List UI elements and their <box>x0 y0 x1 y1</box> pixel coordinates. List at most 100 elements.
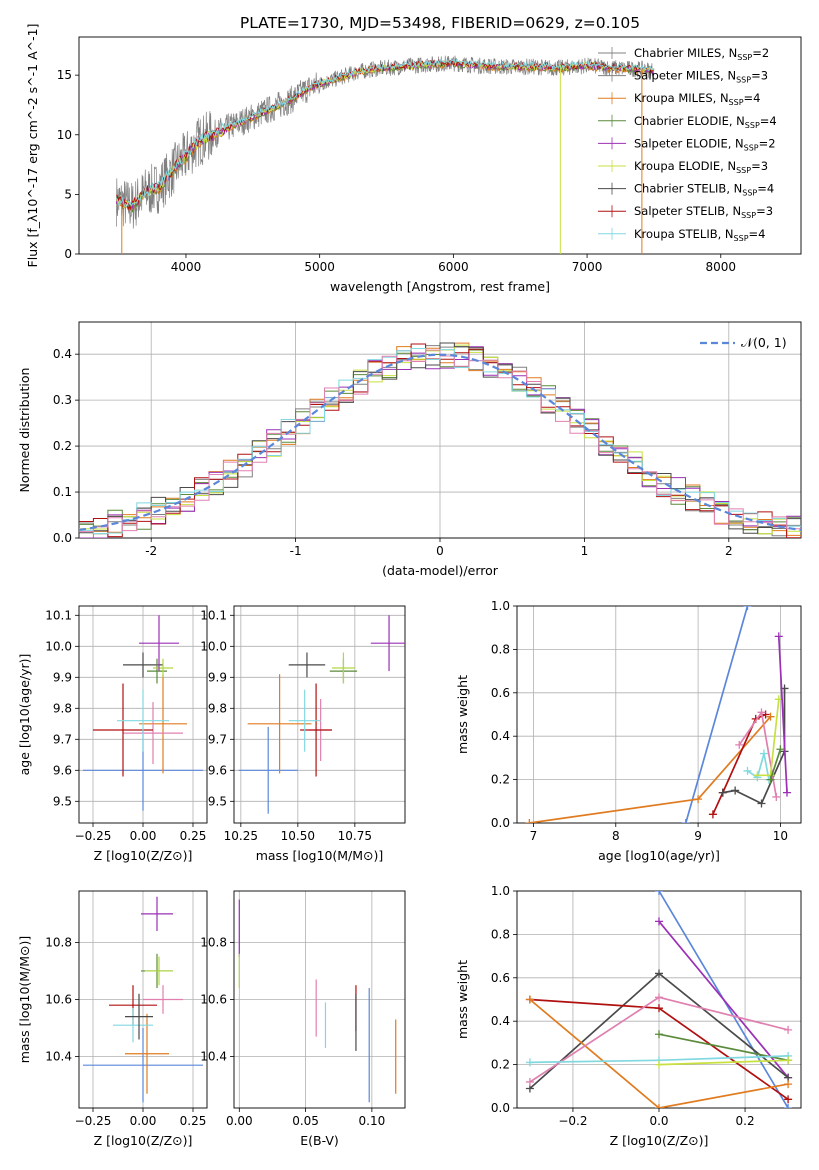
y-tick-label: 0.8 <box>491 642 510 656</box>
y-tick-label: 1.0 <box>491 884 510 898</box>
y-tick-label: 9.5 <box>208 794 227 808</box>
data-point <box>525 1058 534 1067</box>
data-point <box>761 710 770 719</box>
x-tick-label: 0.0 <box>649 1114 668 1128</box>
figure-title: PLATE=1730, MJD=53498, FIBERID=0629, z=0… <box>240 14 640 32</box>
y-tick-label: 10.0 <box>45 639 72 653</box>
series-line <box>747 753 770 780</box>
x-tick-label: 10 <box>773 829 788 843</box>
data-point <box>784 1056 793 1065</box>
x-tick-label: 0.00 <box>130 1114 157 1128</box>
y-tick-label: 0.6 <box>491 971 510 985</box>
y-tick-label: 10.1 <box>45 608 72 622</box>
data-point <box>655 891 663 895</box>
x-tick-label: −0.25 <box>75 1114 112 1128</box>
x-tick-label: 0.25 <box>180 829 207 843</box>
series-line <box>712 713 766 815</box>
series-line <box>115 58 654 208</box>
y-axis-label: mass [log10(M/M⊙)] <box>17 936 32 1064</box>
y-axis-label: age [log10(age/yr)] <box>17 654 32 776</box>
x-tick-label: 0.2 <box>736 1114 755 1128</box>
data-point <box>753 771 762 780</box>
panel-spectrum: 4000 5000 6000 7000 8000 0 5 10 15 wavelength [An… <box>25 24 802 294</box>
x-axis-label: mass [log10(M/M⊙)] <box>256 848 384 863</box>
series-line <box>115 59 654 209</box>
data-point <box>759 749 768 758</box>
data-point <box>757 799 766 808</box>
series-line <box>658 1059 789 1066</box>
data-point <box>731 786 740 795</box>
y-axis-label: mass weight <box>455 675 470 754</box>
series-line <box>529 716 772 823</box>
plot-area <box>238 615 405 814</box>
y-tick-label: 10 <box>57 128 72 142</box>
x-tick-label: 9 <box>694 829 702 843</box>
y-axis-label: mass weight <box>455 960 470 1039</box>
legend-label: Salpeter MILES, NSSP=3 <box>634 69 768 85</box>
y-tick-label: 9.6 <box>53 763 72 777</box>
x-tick-label: 7 <box>530 829 538 843</box>
x-tick-label: 8 <box>612 829 620 843</box>
legend-label: 𝒩(0, 1) <box>741 335 787 350</box>
x-tick-label: -1 <box>290 544 302 558</box>
data-point <box>655 917 663 926</box>
x-tick-label: 0 <box>436 544 444 558</box>
x-axis-label: E(B-V) <box>300 1133 339 1148</box>
y-tick-label: 0.0 <box>53 531 72 545</box>
panel-age-vs-Z: −0.25 0.00 0.25 9.5 9.6 9.7 9.8 9.9 10.0 10.1 Z [l… <box>17 605 208 863</box>
x-tick-label: 6000 <box>438 260 469 274</box>
y-tick-label: 0.4 <box>491 1014 510 1028</box>
series-line <box>116 59 654 209</box>
x-axis-label: (data-model)/error <box>382 563 499 578</box>
data-point <box>772 792 781 801</box>
y-tick-label: 0.4 <box>53 347 72 361</box>
panel-mass-vs-EBV: 0.00 0.05 0.10 10.4 10.6 10.8 E(B-V) <box>200 890 406 1148</box>
legend-label: Salpeter STELIB, NSSP=3 <box>634 204 773 220</box>
y-tick-label: 5 <box>64 187 72 201</box>
x-tick-label: 7000 <box>572 260 603 274</box>
y-tick-label: 0.1 <box>53 485 72 499</box>
y-tick-label: 9.9 <box>208 670 227 684</box>
data-point <box>525 819 534 823</box>
axes-frame <box>233 605 406 824</box>
data-point <box>655 1030 663 1039</box>
legend-label: Salpeter ELODIE, NSSP=2 <box>634 136 776 152</box>
data-point <box>783 788 792 797</box>
data-point <box>655 969 663 978</box>
data-point <box>655 993 663 1002</box>
y-tick-label: 10.6 <box>45 993 72 1007</box>
axes-frame <box>516 605 802 824</box>
data-point <box>735 740 744 749</box>
x-tick-label: 5000 <box>304 260 335 274</box>
x-axis-label: Z [log10(Z/Z⊙)] <box>94 1133 193 1148</box>
x-axis-label: Z [log10(Z/Z⊙)] <box>610 1133 709 1148</box>
y-tick-label: 9.8 <box>208 701 227 715</box>
x-tick-label: 10.50 <box>281 829 315 843</box>
data-point <box>718 788 727 797</box>
y-tick-label: 10.4 <box>45 1050 72 1064</box>
x-tick-label: 10.25 <box>224 829 258 843</box>
data-point <box>784 1080 793 1089</box>
x-tick-label: 0.10 <box>359 1114 386 1128</box>
legend: Chabrier MILES, NSSP=2 Salpeter MILES, NS… <box>598 46 777 243</box>
axes-frame <box>78 890 208 1109</box>
y-tick-label: 9.8 <box>53 701 72 715</box>
legend-label: Kroupa ELODIE, NSSP=3 <box>634 159 768 175</box>
data-point <box>784 1095 793 1104</box>
series-line <box>769 748 782 780</box>
axes-frame <box>78 321 802 539</box>
x-tick-label: 0.25 <box>180 1114 207 1128</box>
series-line <box>777 636 788 793</box>
plot-area <box>238 899 397 1103</box>
y-tick-label: 0.2 <box>491 773 510 787</box>
y-tick-label: 1.0 <box>491 599 510 613</box>
y-tick-label: 0.8 <box>491 927 510 941</box>
x-tick-label: −0.2 <box>558 1114 587 1128</box>
y-tick-label: 9.9 <box>53 670 72 684</box>
series-line <box>684 606 749 823</box>
legend-label: Chabrier STELIB, NSSP=4 <box>634 182 774 198</box>
legend-label: Kroupa STELIB, NSSP=4 <box>634 227 765 243</box>
y-tick-label: 0.3 <box>53 393 72 407</box>
y-tick-label: 9.5 <box>53 794 72 808</box>
